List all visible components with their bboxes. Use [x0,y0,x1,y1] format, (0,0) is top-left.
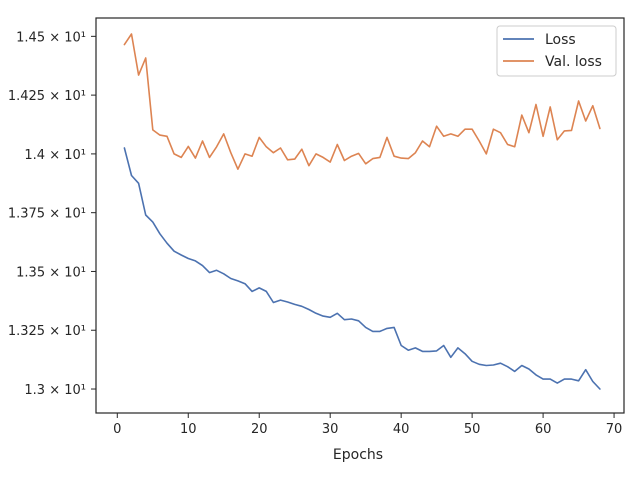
x-tick-label: 0 [113,422,121,437]
legend-label-val-loss: Val. loss [545,54,602,70]
legend: Loss Val. loss [496,25,617,77]
x-tick-label: 20 [251,422,268,437]
y-tick-label: 1.375 × 10¹ [8,207,86,222]
x-axis-label: Epochs [333,447,383,463]
y-tick-label: 1.4 × 10¹ [24,148,86,163]
y-tick-label: 1.35 × 10¹ [16,265,86,280]
y-tick-label: 1.45 × 10¹ [16,30,86,45]
x-tick-label: 10 [180,422,197,437]
x-tick-label: 60 [535,422,552,437]
y-tick-label: 1.3 × 10¹ [24,383,86,398]
series-layer [123,33,601,390]
legend-label-loss: Loss [545,32,576,48]
series-line-val-loss [123,33,601,170]
y-tick-label: 1.425 × 10¹ [8,89,86,104]
x-tick-label: 40 [393,422,410,437]
x-tick-label: 50 [464,422,481,437]
x-tick-label: 30 [322,422,339,437]
x-tick-label: 70 [606,422,623,437]
series-line-loss [123,147,601,390]
plot-frame [95,17,625,414]
ticks-layer: 0 10 20 30 40 50 60 70 1.3 × 10¹ 1.325 × 10¹ 1.35 … [8,30,622,437]
y-tick-label: 1.325 × 10¹ [8,324,86,339]
